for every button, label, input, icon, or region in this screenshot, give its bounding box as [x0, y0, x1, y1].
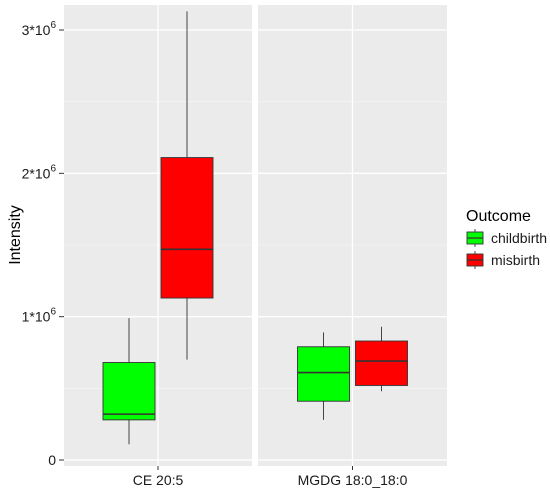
y-axis: 0 1*106 2*106 3*106: [22, 20, 64, 468]
y-tick-label: 0: [48, 452, 56, 468]
x-tick-label: CE 20:5: [133, 472, 184, 488]
box-iqr: [297, 346, 350, 402]
legend-label-misbirth: misbirth: [491, 252, 540, 268]
y-tick-label: 3*106: [22, 20, 57, 38]
y-tick-label: 1*106: [22, 307, 57, 325]
x-tick-label: MGDG 18:0_18:0: [298, 472, 408, 488]
box-childbirth: [102, 318, 156, 445]
legend: Outcome childbirth misbirth: [466, 208, 547, 269]
legend-label-childbirth: childbirth: [491, 230, 547, 246]
y-tick-label: 2*106: [22, 163, 57, 181]
box-iqr: [355, 340, 408, 386]
x-axis: CE 20:5 MGDG 18:0_18:0: [133, 466, 408, 488]
box-layer: [102, 11, 408, 445]
y-axis-title: Intensity: [7, 205, 24, 265]
box-iqr: [102, 362, 156, 421]
box-childbirth: [297, 332, 350, 420]
box-iqr: [160, 157, 214, 299]
box-misbirth: [355, 326, 408, 392]
facet-panels: [64, 5, 447, 466]
legend-title: Outcome: [466, 208, 531, 225]
box-misbirth: [160, 11, 214, 360]
